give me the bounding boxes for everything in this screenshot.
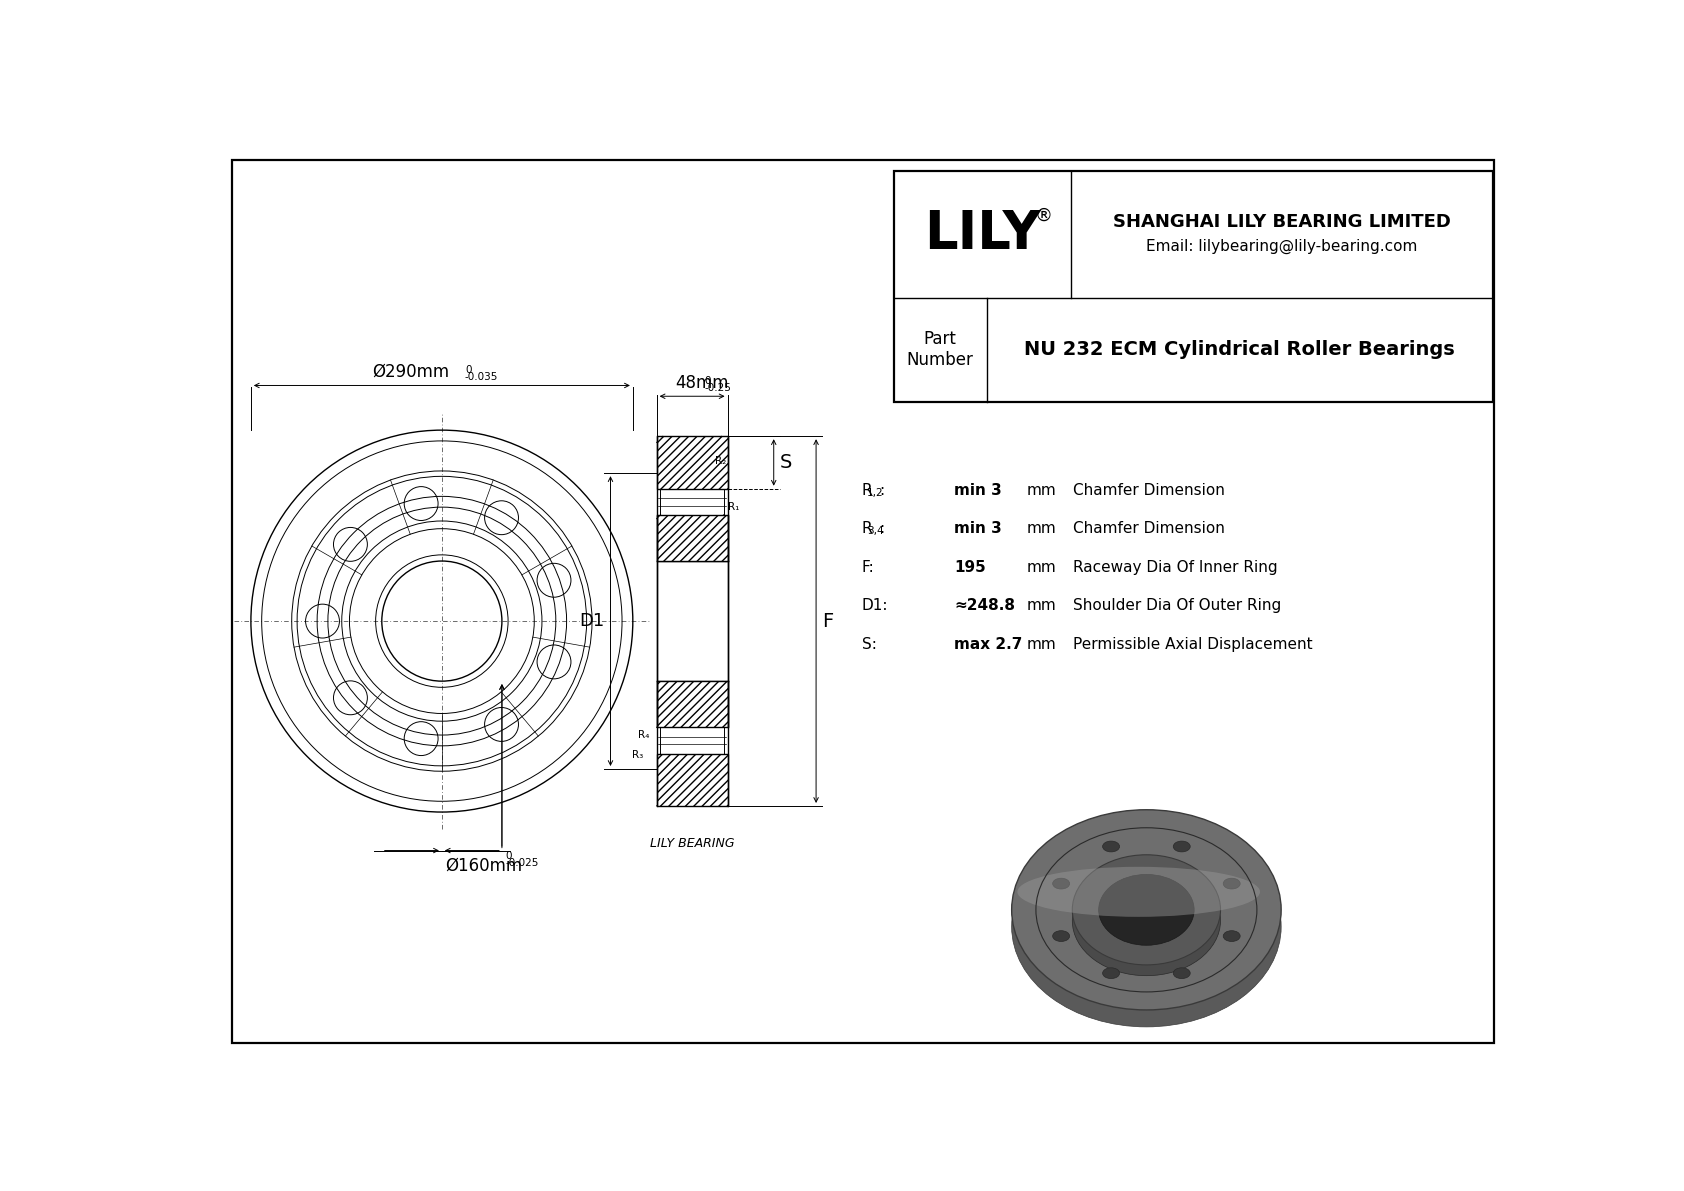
Text: min 3: min 3 xyxy=(953,522,1002,536)
Text: Email: lilybearing@lily-bearing.com: Email: lilybearing@lily-bearing.com xyxy=(1147,239,1418,254)
Text: 1,2: 1,2 xyxy=(867,487,884,498)
Bar xyxy=(894,170,1494,401)
Text: Ø290mm: Ø290mm xyxy=(372,363,450,381)
Text: R₁: R₁ xyxy=(727,501,739,512)
Text: LILY: LILY xyxy=(925,208,1041,260)
Text: R₂: R₂ xyxy=(716,455,726,466)
Text: Ø160mm: Ø160mm xyxy=(446,856,522,874)
Ellipse shape xyxy=(1223,878,1239,888)
Text: Chamfer Dimension: Chamfer Dimension xyxy=(1073,482,1226,498)
Ellipse shape xyxy=(1073,866,1221,975)
Bar xyxy=(660,728,724,754)
Text: F:: F: xyxy=(862,560,874,575)
Text: S: S xyxy=(780,453,791,472)
Text: mm: mm xyxy=(1027,522,1058,536)
Ellipse shape xyxy=(1009,806,1285,1014)
Ellipse shape xyxy=(1174,968,1191,979)
Text: R₄: R₄ xyxy=(638,730,648,741)
Text: NU 232 ECM Cylindrical Roller Bearings: NU 232 ECM Cylindrical Roller Bearings xyxy=(1024,341,1455,360)
Text: R: R xyxy=(862,482,872,498)
Text: mm: mm xyxy=(1027,598,1058,613)
Ellipse shape xyxy=(1098,874,1194,946)
Text: 0: 0 xyxy=(704,376,711,386)
Text: R₃: R₃ xyxy=(632,750,643,760)
Text: Shoulder Dia Of Outer Ring: Shoulder Dia Of Outer Ring xyxy=(1073,598,1282,613)
Text: ®: ® xyxy=(1034,207,1052,225)
Text: SHANGHAI LILY BEARING LIMITED: SHANGHAI LILY BEARING LIMITED xyxy=(1113,213,1450,231)
Ellipse shape xyxy=(1073,855,1221,965)
Text: mm: mm xyxy=(1027,482,1058,498)
Text: -0.035: -0.035 xyxy=(465,373,498,382)
Ellipse shape xyxy=(1052,930,1069,941)
Bar xyxy=(657,754,727,806)
Ellipse shape xyxy=(1052,878,1069,888)
Text: 48mm: 48mm xyxy=(675,374,729,392)
Text: R: R xyxy=(862,522,872,536)
Text: LILY BEARING: LILY BEARING xyxy=(650,837,734,849)
Text: Permissible Axial Displacement: Permissible Axial Displacement xyxy=(1073,637,1314,651)
Text: 3,4: 3,4 xyxy=(867,526,884,536)
Text: max 2.7: max 2.7 xyxy=(953,637,1022,651)
Text: Part
Number: Part Number xyxy=(908,330,973,369)
Text: :: : xyxy=(879,482,884,498)
Ellipse shape xyxy=(1012,827,1282,1027)
Text: D1: D1 xyxy=(579,612,605,630)
Text: Raceway Dia Of Inner Ring: Raceway Dia Of Inner Ring xyxy=(1073,560,1278,575)
Text: 0: 0 xyxy=(505,852,512,861)
Ellipse shape xyxy=(1103,968,1120,979)
Ellipse shape xyxy=(1012,810,1282,1010)
Bar xyxy=(660,488,724,515)
Bar xyxy=(657,681,727,728)
Ellipse shape xyxy=(1017,867,1260,917)
Text: Chamfer Dimension: Chamfer Dimension xyxy=(1073,522,1226,536)
Text: mm: mm xyxy=(1027,560,1058,575)
Bar xyxy=(657,515,727,561)
Text: D1:: D1: xyxy=(862,598,887,613)
Ellipse shape xyxy=(1174,841,1191,852)
Text: min 3: min 3 xyxy=(953,482,1002,498)
Text: ≈248.8: ≈248.8 xyxy=(953,598,1015,613)
Text: -0.025: -0.025 xyxy=(505,859,539,868)
Text: mm: mm xyxy=(1027,637,1058,651)
Text: S:: S: xyxy=(862,637,876,651)
Ellipse shape xyxy=(1223,930,1239,941)
Bar xyxy=(657,436,727,488)
Text: F: F xyxy=(822,612,834,630)
Text: :: : xyxy=(879,522,884,536)
Text: -0.25: -0.25 xyxy=(704,384,731,393)
Text: 195: 195 xyxy=(953,560,985,575)
Ellipse shape xyxy=(1103,841,1120,852)
Text: 0: 0 xyxy=(465,364,472,375)
